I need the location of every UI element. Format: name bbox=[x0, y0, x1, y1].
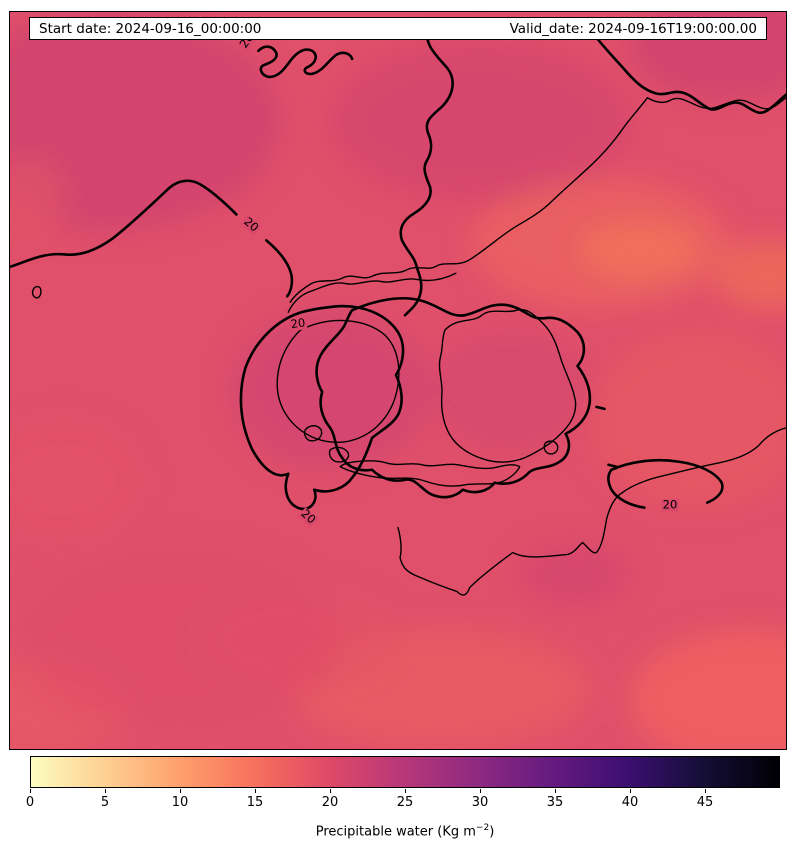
colorbar-tick-label: 25 bbox=[396, 795, 414, 810]
colorbar-tick-label: 10 bbox=[171, 795, 189, 810]
colorbar-tick-label: 0 bbox=[25, 795, 35, 810]
colorbar-tickmark bbox=[480, 789, 482, 793]
colorbar-label-close: ) bbox=[489, 824, 495, 840]
precipitable-water-field bbox=[10, 12, 786, 749]
colorbar-gradient bbox=[30, 756, 780, 788]
colorbar-tickmark bbox=[555, 789, 557, 793]
colorbar-tick-label: 20 bbox=[321, 795, 339, 810]
colorbar-tick-label: 15 bbox=[246, 795, 264, 810]
title-box: Start date: 2024-09-16_00:00:00 Valid_da… bbox=[29, 17, 767, 40]
colorbar-tickmark bbox=[105, 789, 107, 793]
colorbar-tick-label: 40 bbox=[621, 795, 639, 810]
colorbar-tick-label: 45 bbox=[696, 795, 714, 810]
contour-inline-label: 20 bbox=[288, 315, 308, 332]
colorbar-label-text: Precipitable water (Kg m bbox=[315, 824, 476, 840]
colorbar-tick-label: 5 bbox=[100, 795, 110, 810]
colorbar-tickmark bbox=[330, 789, 332, 793]
colorbar-tickmark bbox=[630, 789, 632, 793]
colorbar-tickmark bbox=[705, 789, 707, 793]
colorbar-label-exponent: −2 bbox=[475, 823, 490, 833]
colorbar-tick-label: 35 bbox=[546, 795, 564, 810]
map-area bbox=[9, 11, 787, 750]
start-date-text: Start date: 2024-09-16_00:00:00 bbox=[39, 20, 262, 37]
colorbar-axis-label: Precipitable water (Kg m−2) bbox=[316, 823, 495, 839]
colorbar-tickmark bbox=[255, 789, 257, 793]
colorbar-tick-label: 30 bbox=[471, 795, 489, 810]
colorbar-tickmark bbox=[180, 789, 182, 793]
colorbar-tickmark bbox=[30, 789, 32, 793]
contour-20 bbox=[10, 29, 786, 511]
colorbar-tickmark bbox=[405, 789, 407, 793]
valid-date-text: Valid_date: 2024-09-16T19:00:00.00 bbox=[509, 20, 757, 37]
field-color-blobs bbox=[10, 12, 786, 749]
contour-inline-label: 20 bbox=[661, 497, 679, 512]
